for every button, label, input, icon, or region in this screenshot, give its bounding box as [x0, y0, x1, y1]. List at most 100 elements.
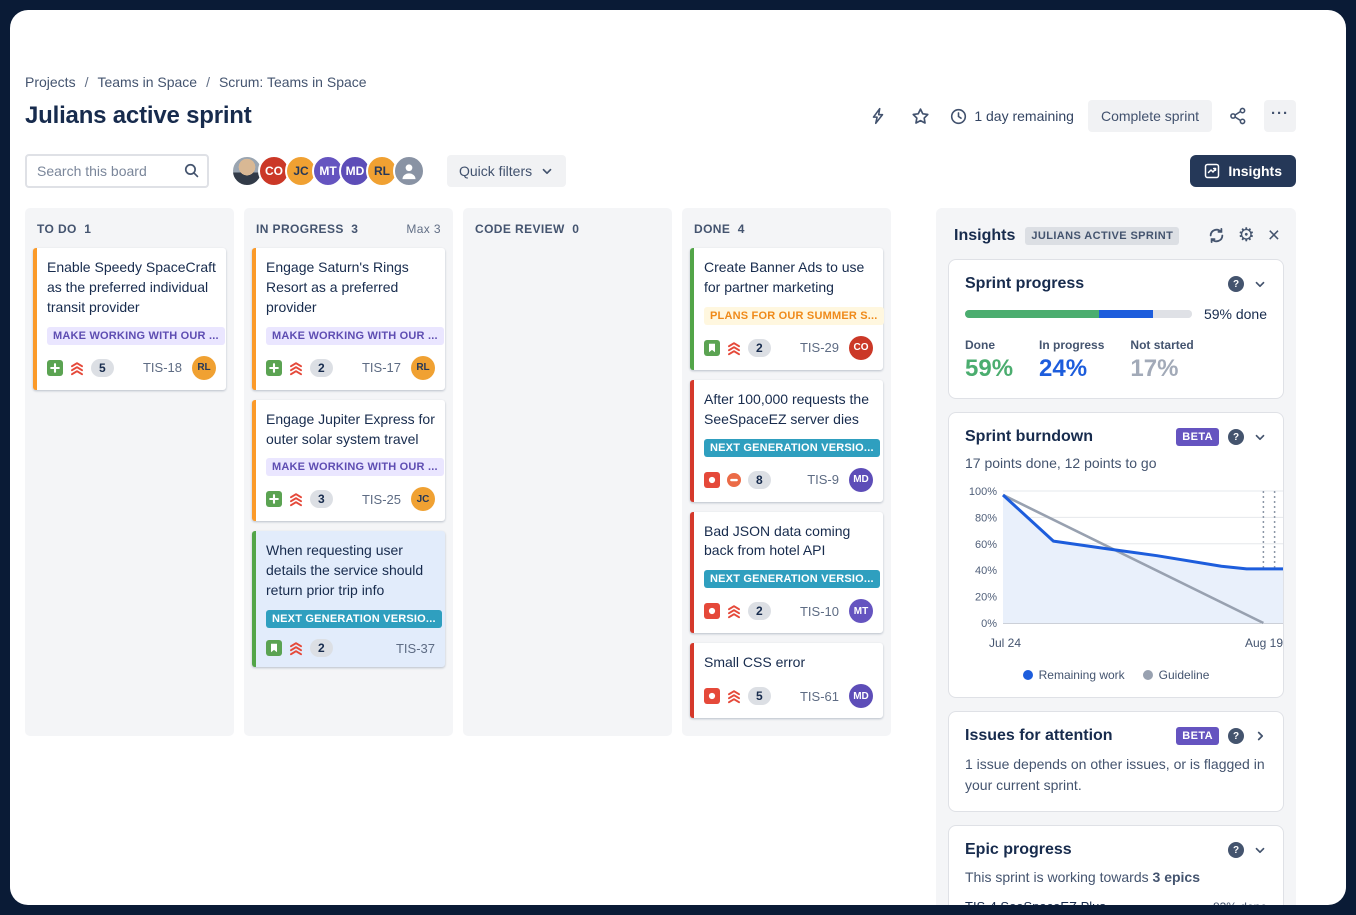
issue-key: TIS-61	[799, 688, 839, 704]
close-icon[interactable]: ×	[1267, 223, 1280, 247]
svg-text:Jul 24: Jul 24	[989, 636, 1021, 650]
sprint-progress-title: Sprint progress	[965, 275, 1085, 292]
legend-item: Guideline	[1142, 668, 1209, 682]
sprint-time-remaining[interactable]: 1 day remaining	[946, 108, 1078, 125]
epic-tag[interactable]: NEXT GENERATION VERSIO...	[266, 610, 442, 628]
column-title: TO DO 1	[37, 222, 92, 236]
stat-value: 24%	[1039, 355, 1088, 382]
priority-highest-icon	[69, 360, 85, 376]
settings-gear-icon[interactable]: ⚙	[1237, 225, 1255, 246]
help-icon[interactable]: ?	[1228, 276, 1244, 292]
issue-card-TIS-37[interactable]: When requesting user details the service…	[252, 531, 445, 667]
complete-sprint-button[interactable]: Complete sprint	[1087, 100, 1212, 132]
quick-filters-button[interactable]: Quick filters	[447, 155, 567, 187]
progress-segment-done	[965, 310, 1099, 318]
issue-type-bug-icon	[704, 603, 720, 620]
assignee-avatar[interactable]: JC	[411, 487, 435, 512]
issue-title: Bad JSON data coming back from hotel API	[704, 522, 851, 559]
svg-text:0%: 0%	[981, 618, 997, 630]
priority-highest-icon	[726, 688, 742, 704]
issue-type-new-feature-icon	[266, 491, 282, 508]
issue-card-TIS-25[interactable]: Engage Jupiter Express for outer solar s…	[252, 399, 445, 522]
epic-tag[interactable]: MAKE WORKING WITH OUR ...	[47, 326, 225, 345]
estimate-badge: 5	[748, 687, 771, 706]
breadcrumb-scrum-board[interactable]: Scrum: Teams in Space	[218, 74, 367, 90]
stat-label: In progress	[1039, 338, 1105, 352]
avatar-MD[interactable]: MD	[339, 155, 371, 187]
issue-card-TIS-61[interactable]: Small CSS error 5 TIS-61 MD	[690, 643, 883, 719]
breadcrumb-separator: /	[206, 74, 210, 90]
assignee-avatar[interactable]: CO	[849, 335, 873, 360]
issue-card-TIS-29[interactable]: Create Banner Ads to use for partner mar…	[690, 248, 884, 370]
epic-tag[interactable]: MAKE WORKING WITH OUR ...	[266, 326, 444, 345]
avatar-CO[interactable]: CO	[258, 155, 290, 187]
epic-row: TIS-4 SeeSpaceEZ Plus 83% done	[965, 899, 1267, 905]
more-options-button[interactable]: ···	[1264, 100, 1296, 132]
epic-name: TIS-4 SeeSpaceEZ Plus	[965, 899, 1106, 905]
chevron-right-icon[interactable]	[1253, 729, 1267, 743]
epic-tag[interactable]: MAKE WORKING WITH OUR ...	[266, 458, 444, 477]
chevron-down-icon[interactable]	[1253, 430, 1267, 444]
issue-title: Small CSS error	[704, 654, 806, 671]
issue-title: Engage Jupiter Express for outer solar s…	[266, 410, 435, 447]
issue-key: TIS-29	[799, 340, 839, 356]
assignee-avatar[interactable]: MD	[849, 467, 873, 492]
share-icon[interactable]	[1222, 100, 1254, 132]
search-icon	[183, 162, 200, 184]
board-columns: TO DO 1 Enable Speedy SpaceCraft as the …	[25, 208, 901, 737]
chevron-down-icon[interactable]	[1253, 843, 1267, 857]
avatar-MT[interactable]: MT	[312, 155, 344, 187]
issue-key: TIS-10	[799, 603, 839, 619]
epic-tag[interactable]: NEXT GENERATION VERSIO...	[704, 570, 880, 589]
breadcrumb-projects[interactable]: Projects	[25, 74, 76, 90]
column-title: DONE 4	[694, 222, 745, 236]
issue-key: TIS-37	[395, 640, 435, 656]
stat-done: Done 59%	[965, 338, 1013, 383]
assignee-avatar[interactable]: RL	[192, 355, 216, 380]
board-column-in-progress: IN PROGRESS 3 Max 3 Engage Saturn's Ring…	[244, 208, 453, 737]
epic-tag[interactable]: PLANS FOR OUR SUMMER S...	[704, 306, 884, 325]
issue-card-TIS-10[interactable]: Bad JSON data coming back from hotel API…	[690, 511, 883, 634]
assignee-avatar[interactable]: RL	[411, 355, 435, 380]
epic-rows: TIS-4 SeeSpaceEZ Plus 83% done TIS-2 Spa…	[965, 899, 1267, 905]
stat-value: 17%	[1130, 355, 1179, 382]
help-icon[interactable]: ?	[1228, 728, 1244, 744]
svg-text:40%: 40%	[975, 565, 997, 577]
issue-card-TIS-17[interactable]: Engage Saturn's Rings Resort as a prefer…	[252, 248, 445, 390]
help-icon[interactable]: ?	[1228, 429, 1244, 445]
refresh-icon[interactable]	[1208, 227, 1225, 244]
progress-segment-not-started	[1153, 310, 1192, 318]
chevron-down-icon[interactable]	[1253, 277, 1267, 291]
epic-progress-title: Epic progress	[965, 841, 1072, 858]
svg-text:20%: 20%	[975, 592, 997, 604]
assignee-avatar[interactable]: MT	[849, 599, 873, 624]
epic-done-label: 83% done	[1213, 900, 1267, 905]
search-input[interactable]	[25, 154, 209, 188]
column-title: CODE REVIEW 0	[475, 222, 580, 236]
insights-toggle-button[interactable]: Insights	[1190, 155, 1296, 187]
breadcrumb-teams-in-space[interactable]: Teams in Space	[97, 74, 198, 90]
help-icon[interactable]: ?	[1228, 842, 1244, 858]
avatar-RL[interactable]: RL	[366, 155, 398, 187]
estimate-badge: 2	[748, 338, 771, 357]
estimate-badge: 2	[310, 358, 333, 377]
issue-type-story-icon	[266, 640, 282, 656]
sprint-progress-stats: Done 59% In progress 24% Not started 17%	[965, 338, 1267, 383]
sprint-progress-card: Sprint progress ? 59% done Done 59% In p…	[948, 259, 1284, 399]
issues-for-attention-card: Issues for attention BETA ? 1 issue depe…	[948, 711, 1284, 812]
automation-bolt-icon[interactable]	[862, 100, 894, 132]
estimate-badge: 2	[310, 639, 333, 657]
issue-type-story-icon	[704, 339, 720, 356]
board-column-code-review: CODE REVIEW 0	[463, 208, 672, 737]
issue-key: TIS-25	[361, 491, 401, 507]
assignee-avatar[interactable]: MD	[849, 684, 873, 709]
quick-filters-label: Quick filters	[459, 163, 533, 179]
epic-progress-card: Epic progress ? This sprint is working t…	[948, 825, 1284, 905]
epic-tag[interactable]: NEXT GENERATION VERSIO...	[704, 438, 880, 457]
avatar-anonymous-icon[interactable]	[393, 155, 425, 187]
priority-highest-icon	[288, 360, 304, 376]
issue-card-TIS-18[interactable]: Enable Speedy SpaceCraft as the preferre…	[33, 248, 226, 390]
star-icon[interactable]	[904, 100, 936, 132]
issue-card-TIS-9[interactable]: After 100,000 requests the SeeSpaceEZ se…	[690, 379, 883, 502]
svg-text:100%: 100%	[969, 486, 997, 498]
